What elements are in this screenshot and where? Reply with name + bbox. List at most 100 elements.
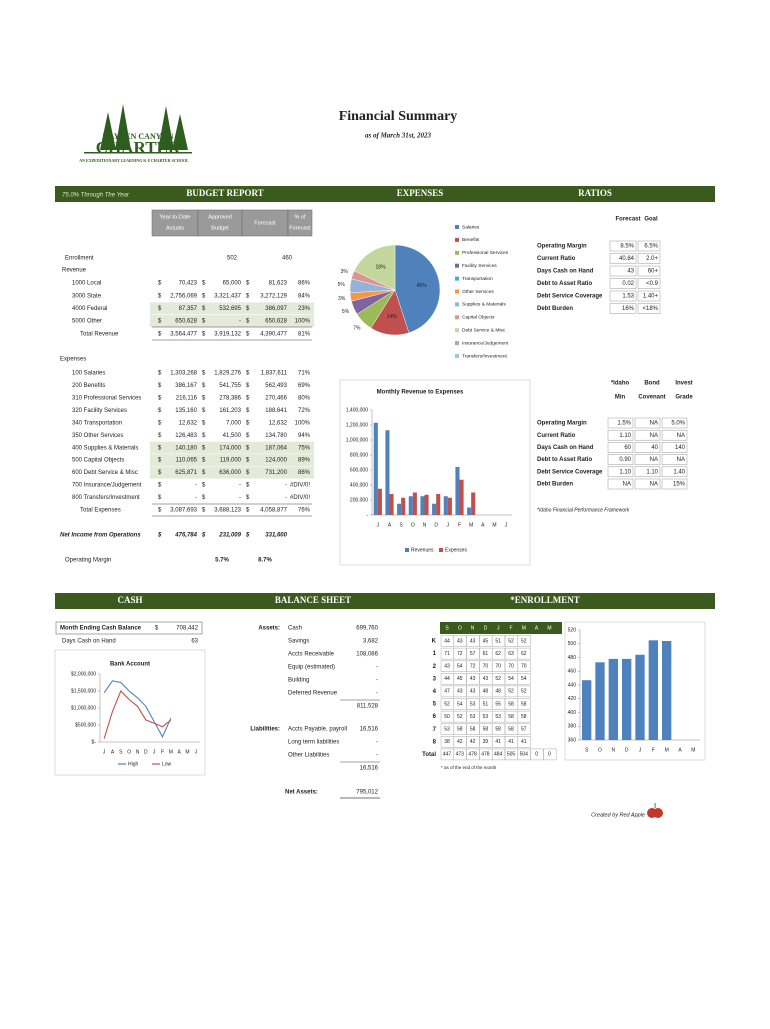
cell: 3,087,693 bbox=[170, 508, 197, 514]
cell: 44 bbox=[444, 676, 450, 682]
cell: 23% bbox=[298, 306, 311, 312]
bar bbox=[443, 496, 448, 515]
cell: 119,000 bbox=[220, 458, 242, 464]
cell: 62 bbox=[521, 651, 527, 657]
column-header: Grade bbox=[675, 395, 693, 401]
row-label: Deferred Revenue bbox=[288, 691, 338, 697]
currency: $ bbox=[158, 408, 162, 414]
y-tick-label: - bbox=[366, 512, 368, 518]
legend-swatch bbox=[455, 276, 459, 281]
row-shade bbox=[150, 466, 314, 479]
row-label: K bbox=[432, 639, 437, 645]
cell: 4,390,477 bbox=[260, 332, 287, 338]
header-cell bbox=[151, 209, 199, 237]
bar bbox=[447, 497, 452, 515]
column-header: Forecast bbox=[615, 217, 640, 223]
x-tick-label: A bbox=[678, 747, 682, 753]
column-header: D bbox=[484, 625, 488, 631]
currency: $ bbox=[158, 319, 162, 325]
cell: 731,200 bbox=[265, 470, 287, 476]
row-label: 100 Salaries bbox=[72, 371, 105, 377]
row-shade bbox=[150, 441, 314, 454]
cell: - bbox=[195, 483, 197, 489]
y-tick-label: 420 bbox=[568, 696, 577, 702]
currency: $ bbox=[246, 495, 250, 501]
legend-swatch bbox=[455, 341, 459, 346]
x-tick-label: S bbox=[119, 749, 123, 755]
cell-box bbox=[634, 466, 661, 478]
currency: $ bbox=[246, 408, 250, 414]
y-tick-label: 1,000,000 bbox=[346, 437, 368, 443]
cell: 57 bbox=[470, 651, 476, 657]
x-tick-label: J bbox=[103, 749, 106, 755]
row-label: 340 Transportation bbox=[72, 420, 122, 426]
cell: 699,760 bbox=[356, 626, 378, 632]
cell: 188,641 bbox=[265, 408, 287, 414]
x-tick-label: M bbox=[691, 747, 695, 753]
y-tick-label: 600,000 bbox=[350, 467, 368, 473]
cell: 48 bbox=[495, 689, 501, 695]
cell: 43 bbox=[470, 689, 476, 695]
cell-box bbox=[634, 429, 661, 441]
currency: $ bbox=[246, 420, 250, 426]
cell: 187,064 bbox=[265, 445, 287, 451]
cell: NA bbox=[677, 457, 685, 463]
column-header: Goal bbox=[644, 217, 658, 223]
column-header: O bbox=[458, 625, 462, 631]
cell: NA bbox=[677, 433, 685, 439]
cell: 331,600 bbox=[265, 533, 287, 539]
cell: 1.10 bbox=[619, 469, 631, 475]
currency: $ bbox=[158, 371, 162, 377]
cell: - bbox=[239, 495, 241, 501]
legend-label: Insurance/Judgement bbox=[462, 340, 509, 346]
currency: $ bbox=[158, 306, 162, 312]
cell-box bbox=[661, 442, 688, 453]
y-tick-label: 500 bbox=[568, 641, 577, 647]
cell: 65,000 bbox=[223, 281, 242, 287]
cell-box bbox=[543, 748, 557, 761]
cell: 650,628 bbox=[175, 319, 197, 325]
cell: 1.10 bbox=[619, 433, 631, 439]
footnote: *Idaho Financial Performance Framework bbox=[537, 507, 630, 513]
tree bbox=[100, 112, 116, 150]
cell: 42 bbox=[470, 739, 476, 745]
cell: 3,919,132 bbox=[214, 332, 241, 338]
column-header: Forecast bbox=[254, 220, 276, 226]
section-title: BALANCE SHEET bbox=[275, 595, 351, 605]
row-label: Equip (estimated) bbox=[288, 665, 335, 671]
cell: 502 bbox=[227, 256, 238, 262]
currency: $ bbox=[202, 483, 206, 489]
cell-box bbox=[517, 698, 531, 710]
currency: $ bbox=[246, 458, 250, 464]
line-series bbox=[103, 680, 172, 739]
x-tick-label: M bbox=[469, 522, 473, 528]
cell: 81,623 bbox=[269, 281, 288, 287]
currency: $ bbox=[202, 433, 206, 439]
bar bbox=[648, 640, 658, 740]
data-label: 18% bbox=[376, 265, 387, 271]
x-tick-label: J bbox=[195, 749, 198, 755]
cell: 16,516 bbox=[360, 727, 379, 733]
currency: $ bbox=[246, 433, 250, 439]
footnote: * as of the end of the month bbox=[441, 765, 497, 770]
cell: NA bbox=[650, 482, 658, 488]
legend-label: Debt Service & Misc bbox=[462, 327, 506, 333]
currency: $ bbox=[158, 508, 162, 514]
cell-box bbox=[517, 647, 531, 660]
cell: 636,000 bbox=[219, 470, 241, 476]
cell: 1,837,611 bbox=[261, 371, 288, 377]
cell: - bbox=[285, 483, 287, 489]
cell: 63 bbox=[508, 651, 514, 657]
row-label: Total Expenses bbox=[80, 508, 121, 514]
cell: 3,688,123 bbox=[214, 508, 241, 514]
x-tick-label: D bbox=[625, 747, 629, 753]
y-tick-label: $1,500,000 bbox=[71, 688, 96, 694]
cell: 5.0% bbox=[671, 421, 685, 427]
row-label: 8 bbox=[433, 739, 437, 745]
cell: 44 bbox=[444, 638, 450, 644]
cell-box bbox=[609, 278, 637, 289]
cell: 71% bbox=[298, 371, 311, 377]
cell: 8.5% bbox=[620, 244, 634, 250]
currency: $ bbox=[246, 395, 250, 401]
y-tick-label: 800,000 bbox=[350, 452, 368, 458]
